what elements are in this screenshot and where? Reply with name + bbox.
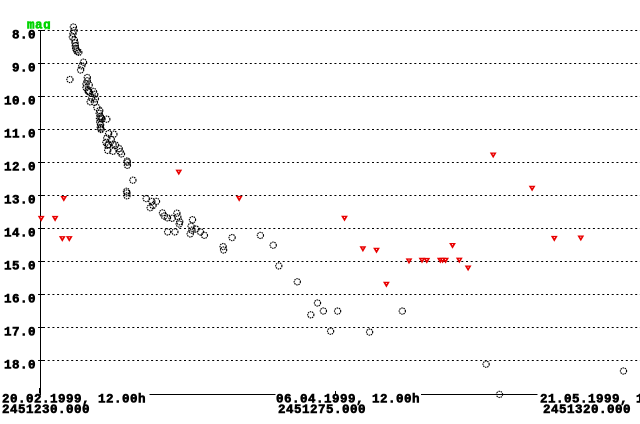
- svg-text:mag: mag: [27, 19, 51, 33]
- svg-text:18.0: 18.0: [4, 359, 36, 373]
- svg-text:12.0: 12.0: [4, 161, 36, 175]
- svg-text:16.0: 16.0: [4, 293, 36, 307]
- svg-text:2451275.000: 2451275.000: [278, 403, 366, 417]
- svg-text:2451320.000: 2451320.000: [543, 403, 631, 417]
- svg-text:14.0: 14.0: [4, 227, 36, 241]
- svg-text:2451230.000: 2451230.000: [2, 403, 90, 417]
- svg-text:8.0: 8.0: [12, 29, 36, 43]
- svg-text:20.02.1999, 12.00h: 20.02.1999, 12.00h: [2, 393, 146, 407]
- svg-text:13.0: 13.0: [4, 194, 36, 208]
- svg-text:17.0: 17.0: [4, 326, 36, 340]
- svg-text:9.0: 9.0: [12, 62, 36, 76]
- svg-text:21.05.1999, 12.00h: 21.05.1999, 12.00h: [540, 393, 640, 407]
- svg-text:15.0: 15.0: [4, 260, 36, 274]
- svg-text:11.0: 11.0: [4, 128, 36, 142]
- svg-text:06.04.1999, 12.00h: 06.04.1999, 12.00h: [276, 393, 420, 407]
- svg-text:10.0: 10.0: [4, 95, 36, 109]
